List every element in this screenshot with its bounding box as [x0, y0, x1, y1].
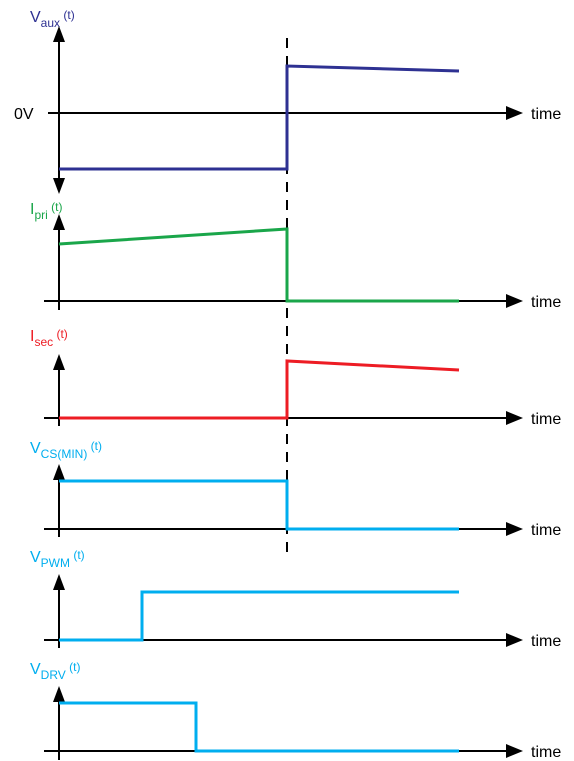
- v-aux-waveform: [59, 64, 460, 171]
- panel-v-pwm: VPWM (t) time: [30, 548, 561, 650]
- i-pri-x-arrow: [506, 294, 523, 308]
- i-pri-waveform: [58, 227, 459, 303]
- v-aux-time-label: time: [531, 106, 561, 123]
- v-pwm-y-arrow: [53, 574, 65, 590]
- v-drv-x-arrow: [506, 744, 523, 758]
- v-aux-y-arrow-down: [53, 178, 65, 194]
- v-pwm-label: VPWM (t): [30, 548, 85, 570]
- zero-volt-label: 0V: [14, 106, 34, 123]
- v-drv-label: VDRV (t): [30, 660, 80, 682]
- i-pri-time-label: time: [531, 294, 561, 311]
- v-cs-min-x-arrow: [506, 522, 523, 536]
- v-aux-label: Vaux (t): [30, 8, 75, 30]
- v-drv-time-label: time: [531, 744, 561, 761]
- i-sec-waveform: [59, 359, 460, 420]
- v-cs-min-y-arrow: [53, 464, 65, 480]
- i-sec-y-arrow: [53, 354, 65, 370]
- v-pwm-waveform: [59, 590, 459, 642]
- panel-v-drv: VDRV (t) time: [30, 660, 561, 761]
- v-aux-y-arrow-up: [53, 26, 65, 42]
- panel-i-pri: Ipri (t) time: [30, 200, 561, 311]
- v-cs-min-time-label: time: [531, 522, 561, 539]
- panel-v-cs-min: VCS(MIN) (t) time: [30, 439, 561, 539]
- v-drv-waveform: [59, 701, 459, 753]
- v-aux-x-arrow: [506, 106, 523, 120]
- v-cs-min-label: VCS(MIN) (t): [30, 439, 102, 461]
- panel-i-sec: Isec (t) time: [30, 327, 561, 428]
- panel-v-aux: Vaux (t) 0V time: [14, 8, 561, 194]
- i-sec-time-label: time: [531, 411, 561, 428]
- i-sec-x-arrow: [506, 411, 523, 425]
- v-drv-y-arrow: [53, 686, 65, 702]
- i-sec-label: Isec (t): [30, 327, 68, 349]
- v-pwm-time-label: time: [531, 633, 561, 650]
- i-pri-label: Ipri (t): [30, 200, 62, 222]
- i-pri-y-arrow: [53, 214, 65, 230]
- v-cs-min-waveform: [59, 479, 459, 531]
- v-pwm-x-arrow: [506, 633, 523, 647]
